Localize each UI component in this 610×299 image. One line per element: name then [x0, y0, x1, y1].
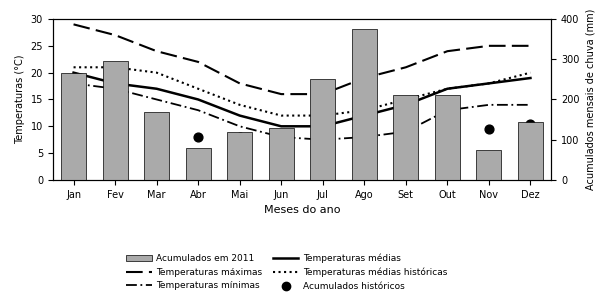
Point — [276, 135, 286, 139]
Legend: Acumulados em 2011, Temperaturas máximas, Temperaturas mínimas, Temperaturas méd: Acumulados em 2011, Temperaturas máximas… — [123, 250, 451, 295]
Point — [152, 129, 162, 134]
Point — [318, 135, 328, 139]
Bar — [393, 95, 418, 180]
Bar — [228, 132, 252, 180]
X-axis label: Meses do ano: Meses do ano — [264, 205, 340, 215]
Point — [401, 118, 411, 123]
Point — [526, 121, 536, 126]
Bar — [144, 112, 169, 180]
Point — [235, 135, 245, 139]
Bar — [102, 61, 127, 180]
Point — [69, 113, 79, 118]
Bar — [185, 148, 210, 180]
Bar — [310, 79, 336, 180]
Bar — [476, 150, 501, 180]
Point — [193, 135, 203, 139]
Y-axis label: Temperaturas (°C): Temperaturas (°C) — [15, 55, 25, 144]
Point — [484, 126, 494, 131]
Point — [442, 108, 452, 113]
Point — [110, 118, 120, 123]
Bar — [352, 29, 377, 180]
Bar — [518, 122, 543, 180]
Bar — [61, 73, 86, 180]
Point — [359, 135, 369, 139]
Bar — [435, 95, 460, 180]
Bar — [269, 128, 293, 180]
Y-axis label: Acumulados mensais de chuva (mm): Acumulados mensais de chuva (mm) — [585, 9, 595, 190]
